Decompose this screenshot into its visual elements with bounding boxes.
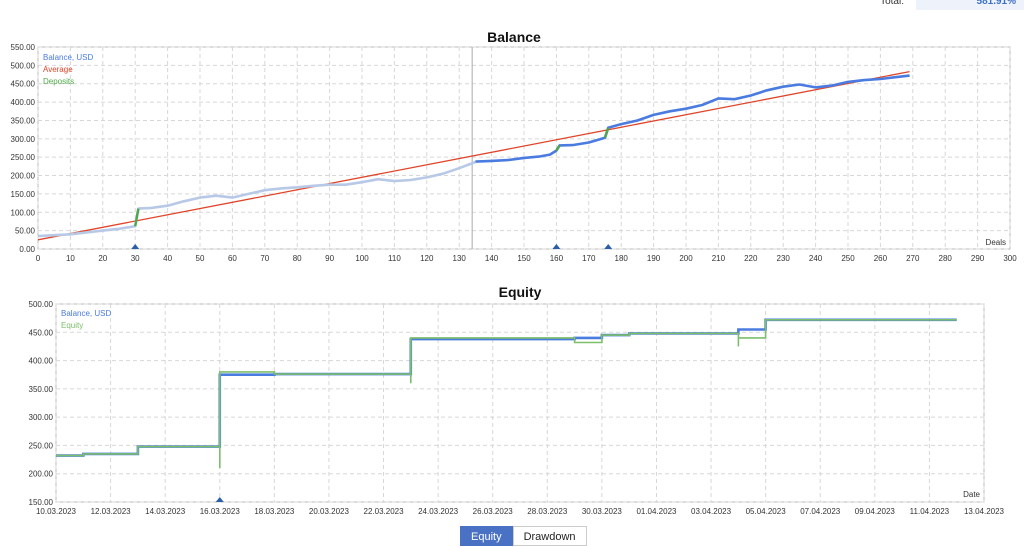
x-axis-label: Deals (986, 238, 1006, 247)
deposit-marker (131, 244, 140, 249)
x-tick-label: 170 (582, 254, 596, 263)
x-tick-label: 190 (647, 254, 661, 263)
x-tick-label: 60 (228, 254, 237, 263)
x-tick-label: 16.03.2023 (200, 507, 241, 516)
y-tick-label: 250.00 (29, 441, 54, 450)
x-tick-label: 140 (485, 254, 499, 263)
x-tick-label: 13.04.2023 (964, 507, 1005, 516)
legend-entry: Deposits (43, 77, 74, 86)
x-tick-label: 24.03.2023 (418, 507, 459, 516)
x-tick-label: 90 (325, 254, 334, 263)
chart-title: Balance (487, 29, 541, 45)
tab-equity[interactable]: Equity (460, 526, 513, 546)
x-tick-label: 26.03.2023 (473, 507, 514, 516)
y-tick-label: 50.00 (15, 227, 36, 236)
deposit-marker (552, 244, 561, 249)
total-label: Total: (880, 0, 904, 7)
x-axis-label: Date (963, 490, 980, 499)
series-deposit (555, 144, 561, 152)
x-tick-label: 12.03.2023 (91, 507, 132, 516)
series-deposit (134, 208, 140, 227)
y-tick-label: 150.00 (29, 498, 54, 507)
y-tick-label: 300.00 (11, 135, 36, 144)
y-tick-label: 300.00 (29, 413, 54, 422)
plot-area (55, 303, 985, 503)
y-tick-label: 250.00 (11, 153, 36, 162)
x-tick-label: 280 (939, 254, 953, 263)
deposit-marker (604, 244, 613, 249)
x-tick-label: 220 (744, 254, 758, 263)
series-deposit (603, 127, 610, 139)
total-summary: Total: 581.91% (794, 0, 1024, 10)
x-tick-label: 240 (809, 254, 823, 263)
x-tick-label: 10.03.2023 (36, 507, 77, 516)
x-tick-label: 180 (615, 254, 629, 263)
x-tick-label: 110 (388, 254, 401, 263)
x-tick-label: 30.03.2023 (582, 507, 623, 516)
x-tick-label: 100 (355, 254, 369, 263)
x-tick-label: 40 (163, 254, 172, 263)
legend-entry: Equity (61, 321, 83, 330)
total-value: 581.91% (916, 0, 1024, 10)
y-tick-label: 350.00 (29, 385, 54, 394)
x-tick-label: 20 (98, 254, 107, 263)
y-tick-label: 400.00 (11, 98, 36, 107)
y-tick-label: 200.00 (29, 470, 54, 479)
x-tick-label: 30 (131, 254, 140, 263)
x-tick-label: 80 (293, 254, 302, 263)
x-tick-label: 07.04.2023 (800, 507, 841, 516)
series-equity (56, 318, 957, 469)
series-balance-recent (475, 74, 910, 163)
x-tick-label: 03.04.2023 (691, 507, 732, 516)
x-tick-label: 50 (196, 254, 205, 263)
y-tick-label: 400.00 (29, 357, 54, 366)
x-tick-label: 200 (679, 254, 693, 263)
x-tick-label: 70 (260, 254, 269, 263)
x-tick-label: 230 (777, 254, 791, 263)
x-tick-label: 14.03.2023 (145, 507, 186, 516)
x-tick-label: 10 (66, 254, 75, 263)
x-tick-label: 130 (453, 254, 467, 263)
y-tick-label: 0.00 (19, 245, 35, 254)
x-tick-label: 300 (1003, 254, 1017, 263)
y-tick-label: 450.00 (11, 80, 36, 89)
tab-drawdown[interactable]: Drawdown (512, 526, 587, 546)
x-tick-label: 01.04.2023 (636, 507, 677, 516)
y-tick-label: 450.00 (29, 328, 54, 337)
x-tick-label: 22.03.2023 (364, 507, 405, 516)
y-tick-label: 100.00 (11, 208, 36, 217)
y-tick-label: 150.00 (11, 190, 36, 199)
chart-tabs: Equity Drawdown (460, 526, 587, 546)
x-tick-label: 250 (841, 254, 855, 263)
y-tick-label: 350.00 (11, 116, 36, 125)
x-tick-label: 260 (874, 254, 888, 263)
legend-entry: Balance, USD (61, 309, 111, 318)
series-average (37, 70, 910, 241)
x-tick-label: 210 (712, 254, 726, 263)
x-tick-label: 160 (550, 254, 564, 263)
x-tick-label: 18.03.2023 (254, 507, 295, 516)
equity-chart: Equity 150.00 200.00 250.00 300.00 350.00 400.… (29, 284, 1005, 516)
x-tick-label: 28.03.2023 (527, 507, 568, 516)
x-tick-label: 05.04.2023 (746, 507, 787, 516)
x-tick-label: 120 (420, 254, 434, 263)
legend-entry: Average (43, 65, 73, 74)
y-tick-label: 200.00 (11, 172, 36, 181)
x-tick-label: 11.04.2023 (910, 507, 950, 516)
x-tick-label: 20.03.2023 (309, 507, 350, 516)
x-tick-label: 0 (36, 254, 41, 263)
x-tick-label: 290 (971, 254, 985, 263)
x-tick-label: 270 (906, 254, 920, 263)
x-tick-label: 09.04.2023 (855, 507, 896, 516)
y-tick-label: 550.00 (11, 43, 36, 52)
chart-title: Equity (499, 284, 542, 300)
y-tick-label: 500.00 (11, 61, 36, 70)
legend-entry: Balance, USD (43, 53, 93, 62)
y-tick-label: 500.00 (29, 300, 54, 309)
deposit-marker (215, 497, 224, 502)
x-tick-label: 150 (517, 254, 531, 263)
balance-chart: Balance 0.00 50.00 100.00 150.00 200.00 250.00… (11, 29, 1018, 263)
